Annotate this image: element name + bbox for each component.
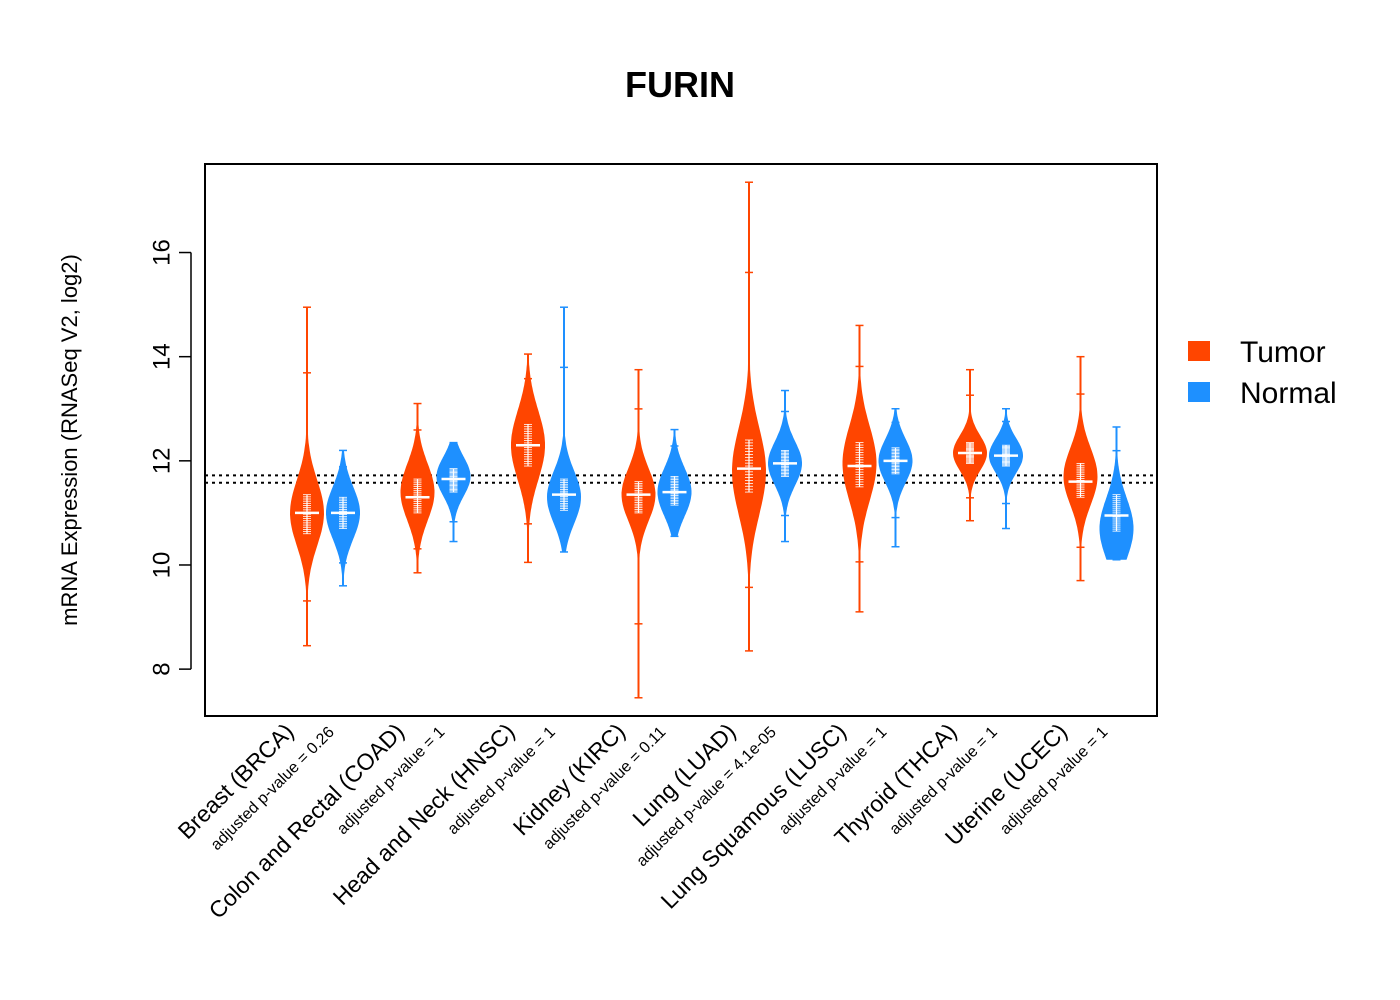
normal-violin (1099, 426, 1134, 561)
tumor-violin (953, 368, 987, 522)
chart-title: FURIN (625, 64, 735, 105)
tumor-violin-shape (290, 307, 324, 646)
normal-violin (878, 408, 913, 548)
legend-swatch-tumor (1188, 341, 1210, 361)
tumor-violin-shape (621, 369, 656, 698)
y-tick-label: 10 (148, 552, 175, 579)
normal-violin-shape (989, 408, 1023, 529)
tumor-violin-shape (732, 182, 766, 651)
normal-violin (768, 389, 802, 543)
y-tick-label: 14 (148, 343, 175, 370)
legend-label-tumor: Tumor (1240, 336, 1326, 369)
normal-violin-shape (1099, 427, 1134, 560)
y-axis-label: mRNA Expression (RNASeq V2, log2) (57, 254, 82, 626)
tumor-violin (1063, 355, 1098, 582)
y-tick-label: 12 (148, 447, 175, 474)
tumor-violin (842, 324, 877, 613)
normal-violin (989, 408, 1023, 530)
normal-violin (326, 449, 360, 587)
y-tick-label: 8 (148, 662, 175, 675)
tumor-violin (732, 181, 766, 652)
tumor-violin (400, 402, 435, 574)
normal-violin (657, 428, 692, 538)
normal-violin (436, 441, 471, 543)
legend-label-normal: Normal (1240, 377, 1337, 410)
y-tick-label: 16 (148, 239, 175, 266)
normal-violin-shape (547, 307, 581, 552)
legend: Tumor Normal (1188, 336, 1337, 410)
normal-violin (547, 306, 581, 553)
tumor-violin (511, 353, 545, 564)
normal-violin-shape (878, 408, 913, 547)
plot-frame (204, 163, 1158, 717)
tumor-violin (290, 306, 324, 647)
tumor-violin (621, 368, 656, 699)
legend-swatch-normal (1188, 382, 1210, 402)
